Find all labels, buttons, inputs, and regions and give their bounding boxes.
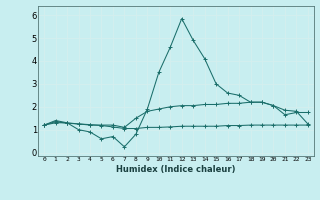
X-axis label: Humidex (Indice chaleur): Humidex (Indice chaleur)	[116, 165, 236, 174]
